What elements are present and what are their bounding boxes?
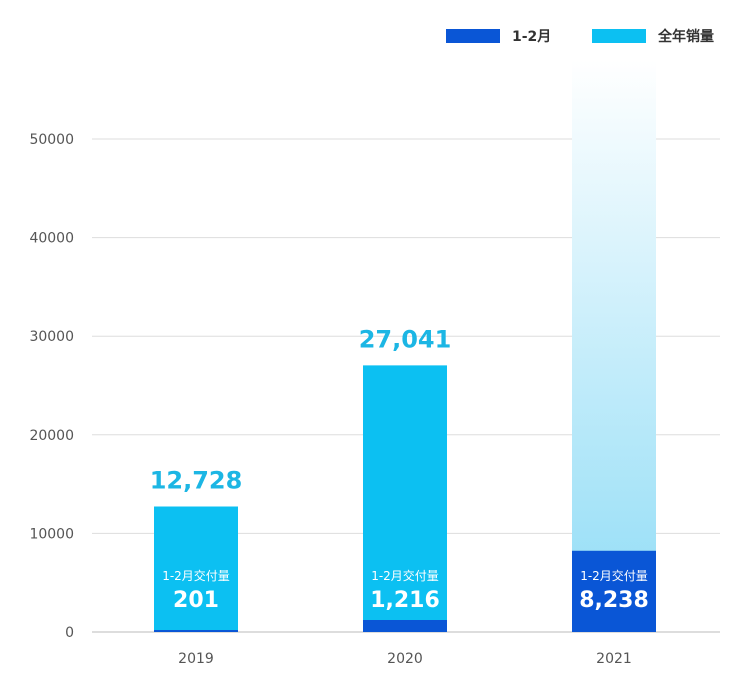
y-tick-label: 40000 [29,231,74,247]
x-tick-label: 2019 [178,651,214,667]
bar-jan-feb [572,550,656,632]
y-tick-label: 30000 [29,329,74,345]
bar-jan-feb [154,630,238,632]
bar-annual-sales [154,506,238,632]
data-label-jan-feb: 201 [173,588,219,613]
legend-label-annual-sales: 全年销量 [658,29,714,45]
data-label-annual-sales: 27,041 [359,325,452,353]
legend-item-annual-sales: 全年销量 [592,26,714,46]
legend-swatch-annual-sales [592,29,646,43]
y-tick-label: 50000 [29,132,74,148]
x-tick-label: 2020 [387,651,423,667]
x-tick-label: 2021 [596,651,632,667]
y-tick-label: 10000 [29,526,74,542]
legend-item-jan-feb: 1-2月 [446,26,551,46]
data-label-jan-feb: 1,216 [370,588,440,613]
jan-feb-caption: 1-2月交付量 [371,568,439,583]
y-tick-label: 20000 [29,428,74,444]
bar-annual-sales [363,365,447,632]
bar-annual-sales-fading [572,60,656,632]
y-tick-label: 0 [65,625,74,641]
legend-label-jan-feb: 1-2月 [512,29,552,45]
data-label-annual-sales: 12,728 [150,467,243,495]
jan-feb-caption: 1-2月交付量 [162,568,230,583]
jan-feb-caption: 1-2月交付量 [580,568,648,583]
data-label-jan-feb: 8,238 [579,588,649,613]
legend-swatch-jan-feb [446,29,500,43]
bar-jan-feb [363,620,447,632]
